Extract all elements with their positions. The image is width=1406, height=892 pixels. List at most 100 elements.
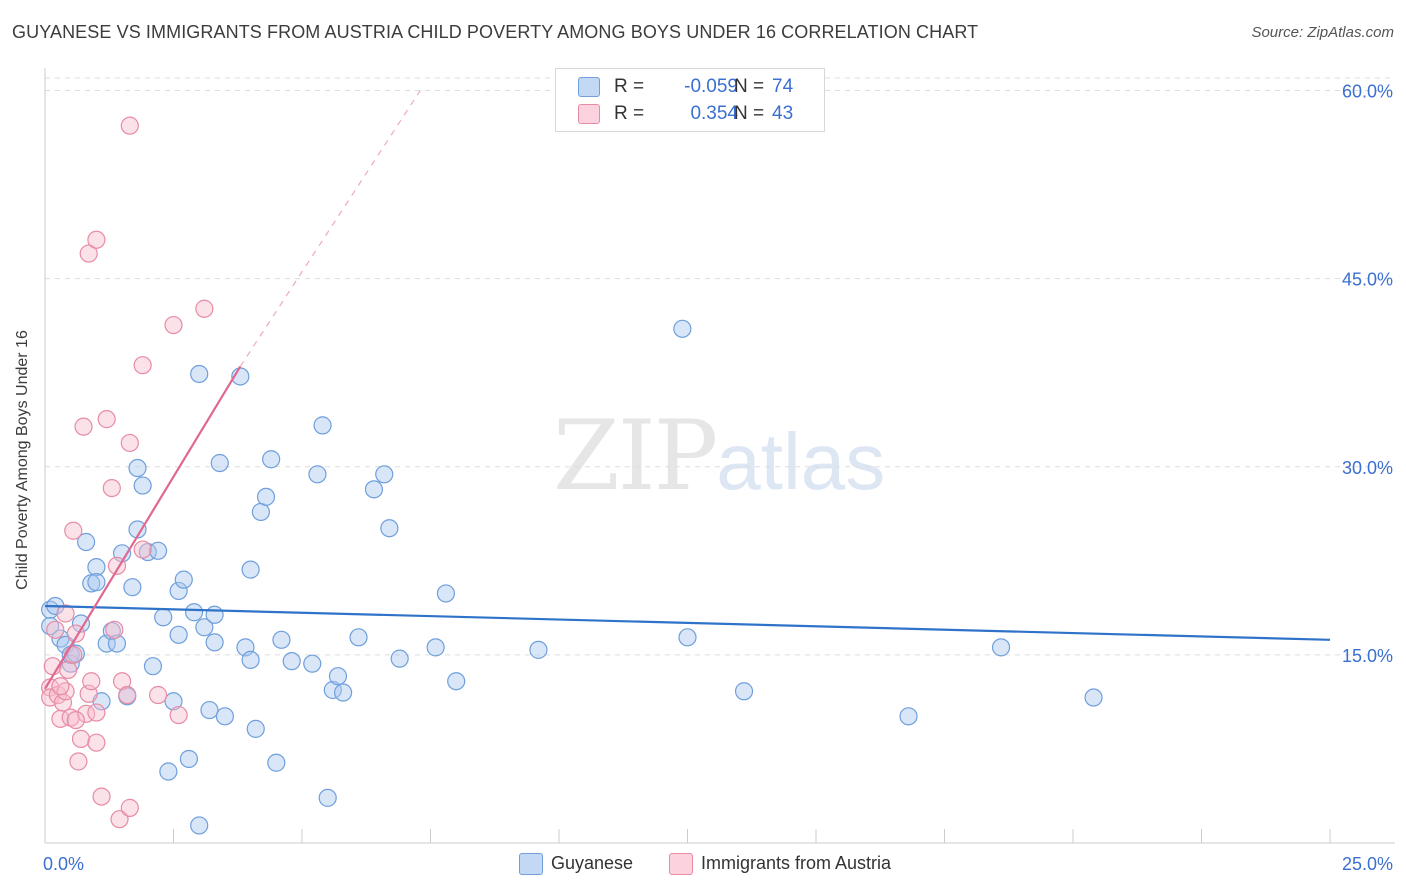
austria-point [92,787,111,806]
guyanese-point [241,650,260,670]
austria-point [164,315,183,335]
y-axis-label: Child Poverty Among Boys Under 16 [14,330,31,590]
guyanese-point [190,816,209,835]
legend-n-value: 74 [772,76,794,97]
austria-point [97,410,116,429]
guyanese-point [159,762,178,781]
austria-point [169,705,188,725]
guyanese-point [133,476,152,495]
y-tick-label: 15.0% [1342,646,1393,666]
guyanese-point [256,487,276,506]
guyanese-point [673,319,692,338]
source-label: Source: ZipAtlas.com [1251,24,1394,41]
guyanese-point [246,719,265,738]
austria-point [56,682,75,701]
guyanese-point [303,654,322,673]
guyanese-point [210,453,229,473]
austria-point [66,710,85,730]
legend-r-label: R = [614,76,645,97]
guyanese-point [148,541,168,560]
legend-label-guyanese: Guyanese [551,853,634,873]
legend-n-label: N = [734,76,765,97]
guyanese-point [179,749,199,769]
guyanese-point [123,578,142,597]
legend-swatch-guyanese [578,77,600,97]
guyanese-point [205,605,224,624]
guyanese-point [991,638,1011,657]
y-tick-label: 30.0% [1342,458,1393,478]
austria-point [82,672,101,691]
austria-point [87,230,106,249]
guyanese-point [426,638,445,657]
guyanese-point [143,657,163,676]
guyanese-point [678,628,697,647]
guyanese-point [71,614,91,633]
austria-point [120,433,139,453]
austria-point [64,645,83,664]
guyanese-point [436,584,456,603]
guyanese-point [529,640,548,659]
austria-point [148,685,168,705]
guyanese-point [308,465,327,484]
guyanese-point [380,519,399,538]
guyanese-point [169,625,188,644]
watermark-atlas: atlas [716,417,886,506]
austria-point [61,708,80,727]
guyanese-point [328,667,348,686]
austria-point [56,604,75,623]
austria-point [71,729,91,749]
austria-point [133,356,152,375]
guyanese-point [215,707,234,726]
guyanese-point [282,652,301,671]
x-tick-label: 25.0% [1342,854,1393,874]
guyanese-point [447,672,466,691]
guyanese-point [313,416,332,435]
legend-swatch-austria [578,104,600,124]
austria-point [110,810,129,829]
austria-point [112,672,132,691]
legend-label-austria: Immigrants from Austria [701,853,892,873]
austria-point [120,798,139,817]
austria-point [79,244,98,263]
guyanese-point [241,560,260,579]
guyanese-point [334,683,353,702]
austria-trendline [44,365,242,690]
austria-point [120,116,139,135]
guyanese-point [267,753,286,772]
legend-r-label: R = [614,103,645,124]
guyanese-point [318,788,337,807]
guyanese-point [174,570,193,589]
guyanese-trendline [44,604,1331,641]
austria-point [69,752,88,771]
guyanese-point [390,649,409,668]
austria-point [64,521,83,540]
austria-point [74,417,93,436]
x-tick-label: 0.0% [43,854,84,874]
guyanese-point [1084,688,1103,707]
guyanese-point [154,608,173,627]
guyanese-point [184,603,204,622]
guyanese-point [364,480,384,499]
guyanese-point [77,532,96,552]
guyanese-point [164,692,183,711]
austria-point [105,620,124,639]
guyanese-point [734,682,754,701]
chart-title: GUYANESE VS IMMIGRANTS FROM AUSTRIA CHIL… [12,22,979,42]
watermark-zip: ZIP [553,400,718,512]
guyanese-point [899,707,918,726]
legend-n-value: 43 [772,103,794,124]
guyanese-point [190,364,209,384]
guyanese-point [272,630,291,649]
austria-point [87,733,106,752]
watermark: ZIPatlas [553,400,885,512]
guyanese-point [349,628,368,647]
austria-point [51,677,70,696]
austria-point [46,620,65,639]
guyanese-point [251,502,270,522]
correlation-legend: R = -0.059 N = 74 R = 0.354 N = 43 [555,68,825,132]
guyanese-point [262,450,281,469]
y-tick-label: 60.0% [1342,82,1393,102]
austria-point [102,478,121,498]
guyanese-point [200,700,219,720]
